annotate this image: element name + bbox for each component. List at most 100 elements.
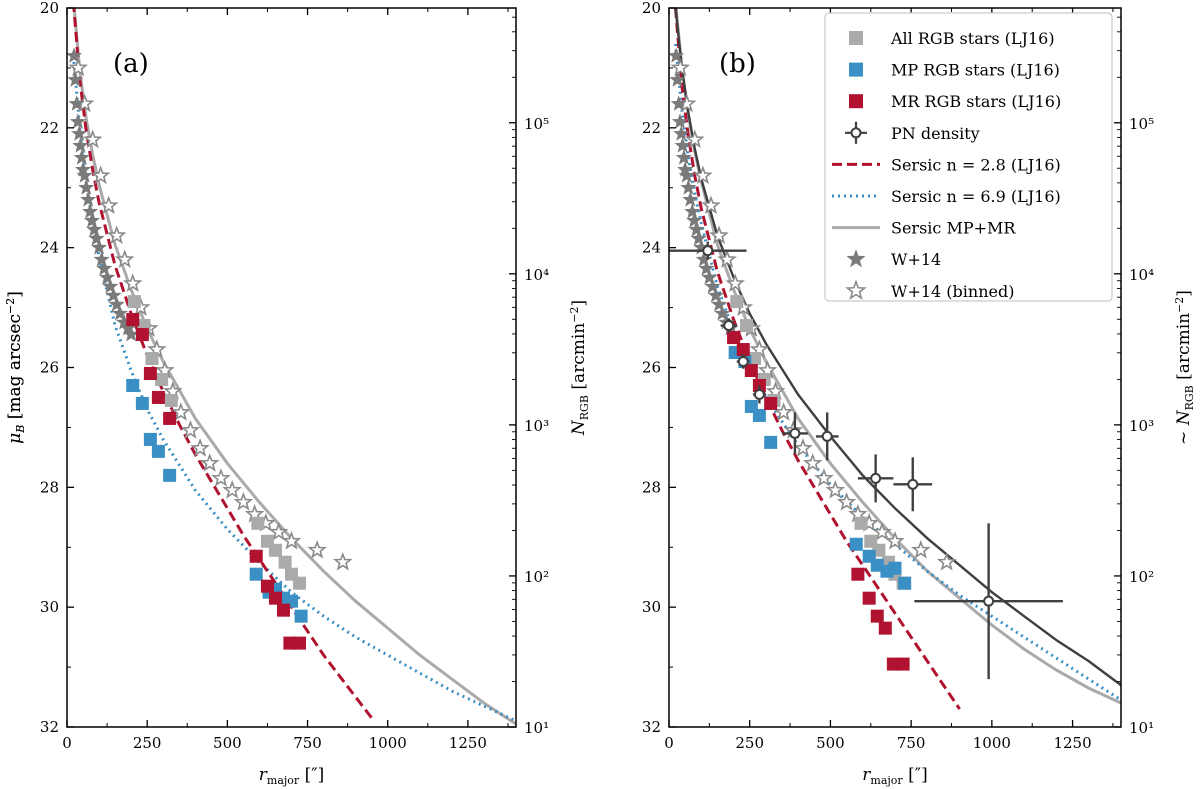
axes-frame — [66, 7, 517, 728]
y-tick-label: 22 — [40, 119, 59, 137]
y2-tick-label: 10¹ — [1129, 719, 1154, 737]
w14-binned-point — [281, 530, 302, 550]
w14-binned-point — [122, 273, 143, 292]
w14-binned-point — [885, 530, 905, 550]
panel-b: 0 250 500 750 1000 1250 20 22 24 26 28 30 32 10¹ 10² 10… — [4, 0, 1196, 787]
x-tick-label: 1250 — [1053, 734, 1091, 752]
y2-tick-label: 10⁵ — [524, 115, 549, 133]
y-tick-label: 30 — [40, 598, 59, 616]
all-rgb-point — [268, 543, 282, 557]
w14-point — [96, 260, 113, 276]
x-tick-label: 1000 — [973, 734, 1011, 752]
x-axis-label: rmajor [″] — [259, 765, 324, 787]
w14-point — [93, 251, 110, 267]
plot-area — [67, 8, 516, 726]
w14-point — [86, 221, 103, 237]
x-tick-label: 500 — [213, 734, 242, 752]
w14-point — [674, 137, 691, 153]
pn-marker — [702, 245, 714, 257]
legend-item-mr-rgb: MR RGB stars (LJ16) — [849, 92, 1061, 111]
y-tick-label: 26 — [642, 359, 661, 377]
w14-binned-point — [872, 521, 892, 541]
all-rgb-point — [854, 516, 868, 530]
curve-sersic-mr — [72, 8, 373, 719]
w14-binned-point — [68, 57, 89, 77]
mr-rgb-point — [736, 343, 750, 357]
legend-item-all-rgb: All RGB stars (LJ16) — [849, 29, 1055, 48]
all-rgb-point — [739, 319, 753, 333]
y2-tick-label: 10² — [1129, 568, 1154, 586]
pn-density-point — [752, 385, 766, 404]
panel-a: 0 250 500 750 1000 1250 20 22 24 26 28 30 32 10¹ 10² 10… — [4, 0, 591, 787]
x-tick-label: 0 — [62, 734, 72, 752]
mp-rgb-point — [294, 609, 308, 623]
legend-item-pn-density: PN density — [845, 121, 980, 144]
legend-label: W+14 (binned) — [891, 282, 1014, 301]
y2-tick-label: 10⁴ — [1129, 266, 1154, 284]
y-tick-label: 32 — [40, 718, 59, 736]
legend-item-sersic-mp: Sersic n = 6.9 (LJ16) — [832, 187, 1061, 206]
pn-density-point — [720, 318, 737, 333]
w14-point — [90, 239, 108, 255]
legend: All RGB stars (LJ16) MP RGB stars (LJ16) M… — [824, 12, 1113, 302]
all-rgb-point — [145, 352, 159, 366]
w14-point — [102, 278, 119, 294]
mr-rgb-point — [268, 591, 282, 605]
w14-point — [71, 125, 88, 141]
w14-point — [701, 269, 718, 285]
mp-rgb-point — [898, 576, 912, 590]
w14-binned-point — [836, 492, 857, 511]
w14-binned-point — [233, 492, 254, 511]
all-rgb-point — [155, 372, 169, 386]
w14-point — [67, 47, 83, 63]
pn-marker — [723, 320, 735, 332]
y-tick-label: 24 — [40, 239, 59, 257]
w14-point — [673, 125, 690, 141]
legend-item-w14-binned: W+14 (binned) — [845, 279, 1014, 301]
x-tick-label: 750 — [897, 734, 926, 752]
mr-rgb-point — [143, 366, 157, 380]
y-axis-label: μB [mag arcsec−2] — [4, 291, 27, 444]
mp-rgb-point — [163, 468, 177, 482]
mp-rgb-point — [888, 561, 902, 575]
mr-rgb-point — [249, 549, 263, 563]
w14-point — [678, 167, 695, 183]
pn-density-point — [914, 523, 1063, 680]
w14-point — [688, 221, 705, 237]
w14-point — [99, 269, 116, 285]
pn-marker — [983, 595, 995, 607]
w14-point — [669, 47, 685, 63]
x-tick-label: 750 — [293, 734, 322, 752]
w14-binned-point — [333, 551, 353, 571]
w14-binned-point — [222, 480, 242, 499]
w14-point — [669, 71, 686, 87]
w14-point — [684, 203, 701, 219]
y-tick-label: 20 — [642, 0, 661, 17]
w14-point — [72, 137, 89, 153]
pn-density-point — [893, 457, 933, 512]
all-rgb-point — [127, 295, 141, 309]
legend-item-w14: W+14 — [846, 249, 941, 269]
legend-marker — [845, 279, 867, 300]
legend-label: MR RGB stars (LJ16) — [891, 92, 1061, 111]
y2-tick-label: 10³ — [1129, 417, 1154, 435]
x-tick-label: 250 — [133, 734, 162, 752]
all-rgb-point — [278, 555, 292, 569]
w14-point — [119, 320, 137, 336]
w14-binned-point — [114, 249, 135, 268]
w14-binned-point — [911, 539, 931, 559]
curve-sersic-sum — [72, 8, 516, 726]
legend-label: Sersic n = 2.8 (LJ16) — [891, 155, 1061, 174]
pn-marker — [907, 478, 919, 490]
pn-marker — [821, 430, 833, 442]
curve-sersic-mr — [674, 8, 961, 710]
y2-axis-label: ~ NRGB [arcmin−2] — [1173, 290, 1196, 445]
w14-binned-point — [701, 195, 721, 215]
y-tick-label: 26 — [40, 359, 59, 377]
curve-pn-fit — [674, 8, 1121, 687]
w14-binned-point — [98, 195, 119, 215]
legend-label: PN density — [891, 124, 980, 143]
w14-binned-point — [802, 453, 823, 472]
y2-tick-label: 10¹ — [524, 719, 549, 737]
w14-point — [680, 179, 697, 195]
